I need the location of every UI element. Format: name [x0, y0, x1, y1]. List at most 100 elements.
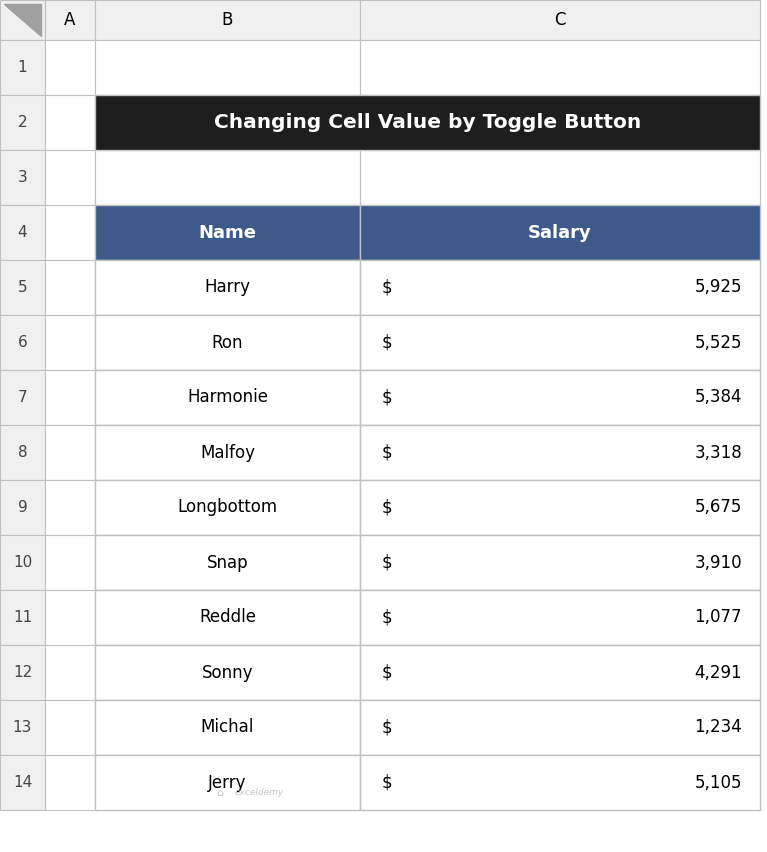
Bar [45, 700, 95, 755]
Text: 11: 11 [13, 610, 32, 625]
Bar [95, 425, 360, 480]
Bar [45, 535, 95, 590]
Text: $: $ [382, 608, 393, 626]
Bar [45, 755, 95, 810]
Bar [95, 755, 360, 810]
Text: Snap: Snap [206, 554, 249, 572]
Text: 8: 8 [18, 445, 28, 460]
Bar [95, 645, 360, 700]
Text: 14: 14 [13, 775, 32, 790]
Bar [0, 150, 45, 205]
Text: Changing Cell Value by Toggle Button: Changing Cell Value by Toggle Button [214, 113, 641, 132]
Bar [45, 260, 95, 315]
Text: C: C [555, 11, 566, 29]
Text: $: $ [382, 279, 393, 296]
Text: 5: 5 [18, 280, 28, 295]
Bar [0, 40, 45, 95]
Bar [360, 95, 760, 150]
Bar [360, 755, 760, 810]
Bar [95, 535, 360, 590]
Bar [360, 205, 760, 260]
Text: Ron: Ron [212, 333, 243, 352]
Bar [45, 40, 95, 95]
Bar [360, 260, 760, 315]
Text: $: $ [382, 389, 393, 406]
Text: 12: 12 [13, 665, 32, 680]
Bar [45, 315, 95, 370]
Bar [95, 535, 360, 590]
Bar [360, 700, 760, 755]
Bar [95, 315, 360, 370]
Text: 1,077: 1,077 [694, 608, 742, 626]
Bar [0, 755, 45, 810]
Bar [0, 700, 45, 755]
Text: Name: Name [199, 223, 256, 241]
Bar [95, 480, 360, 535]
Bar [360, 205, 760, 260]
Text: Jerry: Jerry [209, 774, 247, 792]
Text: 3,318: 3,318 [694, 444, 742, 462]
Bar [360, 150, 760, 205]
Bar [0, 480, 45, 535]
Bar [0, 590, 45, 645]
Text: 3: 3 [18, 170, 28, 185]
Bar [95, 40, 360, 95]
Bar [360, 590, 760, 645]
Bar [45, 95, 95, 150]
Bar [45, 0, 95, 40]
Bar [360, 260, 760, 315]
Bar [0, 645, 45, 700]
Bar [360, 425, 760, 480]
Text: $: $ [382, 664, 393, 682]
Bar [0, 425, 45, 480]
Bar [45, 590, 95, 645]
Text: 10: 10 [13, 555, 32, 570]
Bar [360, 480, 760, 535]
Text: $: $ [382, 554, 393, 572]
Text: 9: 9 [18, 500, 28, 515]
Text: 5,925: 5,925 [694, 279, 742, 296]
Bar [360, 535, 760, 590]
Text: 6: 6 [18, 335, 28, 350]
Bar [95, 0, 360, 40]
Bar [95, 755, 360, 810]
Text: B: B [222, 11, 233, 29]
Text: 3,910: 3,910 [694, 554, 742, 572]
Bar [95, 260, 360, 315]
Bar [95, 315, 360, 370]
Text: Harry: Harry [205, 279, 251, 296]
Text: 1: 1 [18, 60, 28, 75]
Text: $: $ [382, 498, 393, 516]
Bar [95, 480, 360, 535]
Bar [360, 645, 760, 700]
Bar [360, 315, 760, 370]
Bar [45, 425, 95, 480]
Bar [95, 150, 360, 205]
Bar [360, 700, 760, 755]
Polygon shape [4, 4, 41, 36]
Bar [95, 590, 360, 645]
Text: $: $ [382, 444, 393, 462]
Bar [0, 260, 45, 315]
Bar [360, 755, 760, 810]
Bar [360, 425, 760, 480]
Bar [360, 480, 760, 535]
Text: 1,234: 1,234 [694, 718, 742, 736]
Bar [360, 535, 760, 590]
Bar [360, 645, 760, 700]
Text: Sonny: Sonny [202, 664, 253, 682]
Text: 2: 2 [18, 115, 28, 130]
Bar [360, 370, 760, 425]
Text: A: A [64, 11, 76, 29]
Text: 5,105: 5,105 [694, 774, 742, 792]
Bar [360, 40, 760, 95]
Bar [360, 315, 760, 370]
Text: exceldemy: exceldemy [235, 788, 284, 797]
Text: 4: 4 [18, 225, 28, 240]
Bar [45, 205, 95, 260]
Text: 5,675: 5,675 [695, 498, 742, 516]
Bar [95, 205, 360, 260]
Text: ⌂: ⌂ [216, 787, 223, 797]
Bar [95, 370, 360, 425]
Text: Longbottom: Longbottom [177, 498, 278, 516]
